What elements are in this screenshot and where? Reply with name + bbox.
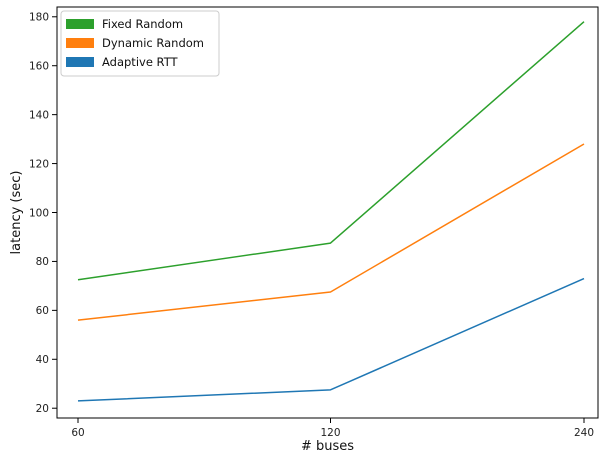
legend-swatch-dynamic-random [66, 38, 94, 48]
series-line-dynamic-random [77, 143, 585, 321]
legend-label-dynamic-random: Dynamic Random [102, 36, 204, 50]
y-axis-ticks: 20 40 60 80 100 120 140 160 180 [29, 12, 57, 415]
y-axis-label: latency (sec) [9, 171, 24, 255]
series-line-adaptive-rtt [77, 277, 585, 402]
legend: Fixed Random Dynamic Random Adaptive RTT [60, 10, 220, 77]
y-tick-label: 20 [36, 403, 49, 415]
y-tick-label: 140 [29, 109, 49, 121]
legend-swatch-fixed-random [66, 19, 94, 29]
x-axis-ticks: 60 120 240 [71, 418, 594, 439]
legend-swatch-adaptive-rtt [66, 57, 94, 67]
y-tick-label: 120 [29, 158, 49, 170]
legend-box [60, 10, 220, 77]
x-tick-label: 120 [320, 427, 340, 439]
legend-label-fixed-random: Fixed Random [102, 17, 183, 31]
x-tick-label: 60 [71, 427, 84, 439]
x-axis-label: # buses [301, 439, 354, 454]
y-tick-label: 180 [29, 12, 49, 24]
y-tick-label: 60 [36, 305, 49, 317]
y-tick-label: 100 [29, 207, 49, 219]
x-tick-label: 240 [574, 427, 594, 439]
legend-label-adaptive-rtt: Adaptive RTT [102, 55, 179, 69]
series-line-fixed-random [77, 21, 585, 281]
y-tick-label: 40 [36, 354, 49, 366]
series-lines [77, 21, 585, 402]
y-tick-label: 80 [36, 256, 49, 268]
y-tick-label: 160 [29, 61, 49, 73]
